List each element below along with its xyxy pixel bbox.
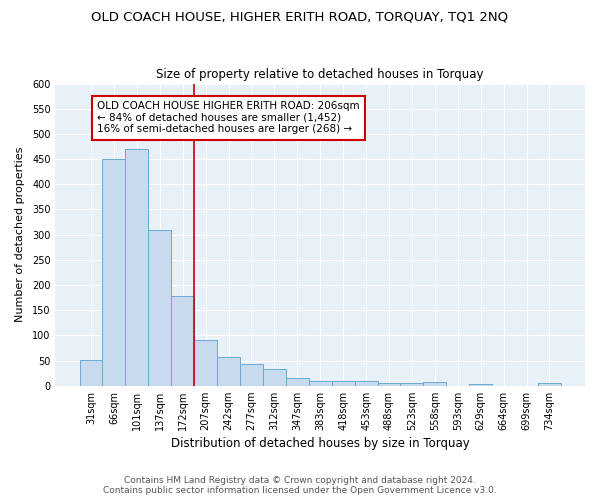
Bar xyxy=(103,159,125,386)
Bar xyxy=(400,382,424,386)
Y-axis label: Number of detached properties: Number of detached properties xyxy=(15,147,25,322)
Bar xyxy=(80,360,103,386)
Text: OLD COACH HOUSE HIGHER ERITH ROAD: 206sqm
← 84% of detached houses are smaller (: OLD COACH HOUSE HIGHER ERITH ROAD: 206sq… xyxy=(97,101,360,134)
Bar xyxy=(469,384,492,386)
Title: Size of property relative to detached houses in Torquay: Size of property relative to detached ho… xyxy=(157,68,484,81)
Bar xyxy=(332,380,355,386)
Bar xyxy=(263,369,286,386)
Bar xyxy=(424,382,446,386)
Bar xyxy=(217,357,240,386)
Text: Contains HM Land Registry data © Crown copyright and database right 2024.
Contai: Contains HM Land Registry data © Crown c… xyxy=(103,476,497,495)
Bar xyxy=(355,380,377,386)
Bar xyxy=(240,364,263,386)
Text: OLD COACH HOUSE, HIGHER ERITH ROAD, TORQUAY, TQ1 2NQ: OLD COACH HOUSE, HIGHER ERITH ROAD, TORQ… xyxy=(91,10,509,23)
Bar xyxy=(377,382,400,386)
Bar xyxy=(286,378,309,386)
Bar xyxy=(194,340,217,386)
Bar xyxy=(125,149,148,386)
X-axis label: Distribution of detached houses by size in Torquay: Distribution of detached houses by size … xyxy=(171,437,470,450)
Bar xyxy=(309,380,332,386)
Bar xyxy=(171,296,194,386)
Bar xyxy=(148,230,171,386)
Bar xyxy=(538,383,561,386)
